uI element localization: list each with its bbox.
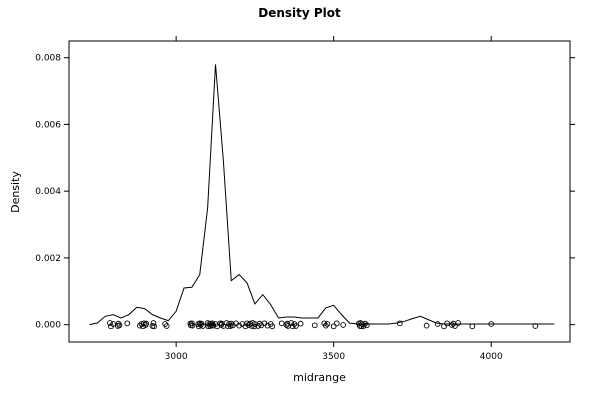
y-tick-label: 0.000 bbox=[35, 321, 61, 331]
rug-point bbox=[141, 320, 147, 327]
rug-point bbox=[189, 320, 195, 327]
rug-point bbox=[324, 321, 331, 327]
rug-point bbox=[110, 321, 116, 327]
rug-point bbox=[251, 323, 258, 330]
rug-point bbox=[151, 323, 157, 330]
rug-point bbox=[434, 321, 441, 327]
rug-point bbox=[444, 320, 450, 327]
rug-point bbox=[242, 323, 249, 330]
rug-point bbox=[293, 323, 299, 329]
chart-title: Density Plot bbox=[258, 6, 341, 20]
rug-point bbox=[189, 322, 196, 329]
rug-point bbox=[423, 322, 430, 329]
rug-point bbox=[284, 320, 291, 327]
x-tick-label: 4000 bbox=[480, 352, 503, 362]
rug-point bbox=[297, 320, 304, 327]
rug-point bbox=[363, 322, 370, 329]
rug-point bbox=[322, 322, 329, 329]
density-line bbox=[89, 64, 555, 326]
rug-point bbox=[469, 323, 476, 330]
y-tick-label: 0.004 bbox=[35, 187, 61, 197]
rug-point bbox=[116, 322, 123, 329]
rug-point bbox=[150, 320, 157, 326]
rug-point bbox=[163, 323, 170, 329]
plot-frame bbox=[68, 40, 571, 343]
y-tick-label: 0.002 bbox=[35, 254, 61, 264]
axis-ticks: 3000 3500 4000 0.000 0.002 0.004 0.006 0.008 bbox=[35, 36, 575, 362]
rug-point bbox=[269, 323, 276, 330]
rug-point bbox=[107, 320, 113, 326]
x-tick-label: 3500 bbox=[322, 352, 345, 362]
rug-point bbox=[288, 320, 294, 326]
y-tick-label: 0.006 bbox=[35, 120, 61, 130]
rug-point bbox=[137, 322, 143, 329]
rug-point bbox=[311, 322, 318, 329]
y-tick-label: 0.008 bbox=[35, 54, 61, 64]
rug-point bbox=[448, 322, 455, 328]
rug-point bbox=[244, 320, 250, 327]
rug-point bbox=[330, 323, 337, 330]
rug-point bbox=[200, 323, 206, 329]
x-tick-label: 3000 bbox=[165, 352, 188, 362]
rug-point bbox=[333, 320, 340, 327]
rug-point bbox=[278, 320, 285, 327]
rug-point bbox=[236, 322, 243, 329]
rug-point bbox=[124, 320, 131, 327]
rug-point bbox=[340, 322, 346, 328]
rug-point bbox=[455, 320, 461, 326]
y-axis-label: Density bbox=[9, 171, 22, 213]
rug-point bbox=[143, 320, 150, 327]
x-axis-label: midrange bbox=[293, 371, 346, 384]
rug-points bbox=[107, 320, 539, 330]
